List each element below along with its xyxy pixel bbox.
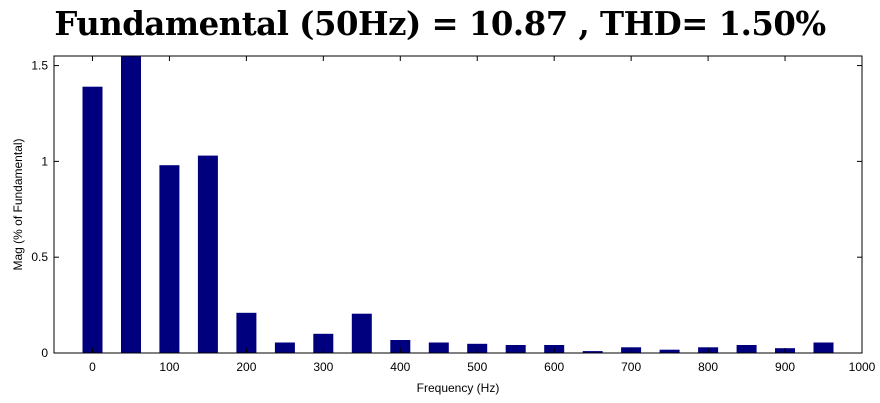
x-tick-label-400: 400 — [390, 360, 410, 374]
bar-350hz — [351, 313, 372, 353]
x-tick-label-100: 100 — [159, 360, 179, 374]
bar-450hz — [428, 342, 449, 353]
bar-100hz — [159, 165, 180, 353]
x-tick-label-900: 900 — [775, 360, 795, 374]
x-tick-label-500: 500 — [467, 360, 487, 374]
y-tick-label-1: 1 — [41, 154, 48, 168]
bar-0hz — [82, 86, 103, 353]
x-tick-label-700: 700 — [621, 360, 641, 374]
x-tick-label-0: 0 — [89, 360, 96, 374]
y-tick-label-0.5: 0.5 — [31, 250, 48, 264]
x-axis-label: Frequency (Hz) — [417, 381, 500, 395]
x-tick-label-600: 600 — [544, 360, 564, 374]
bar-200hz — [236, 312, 257, 353]
bar-150hz — [197, 155, 218, 353]
y-tick-label-0: 0 — [41, 346, 48, 360]
y-axis-label: Mag (% of Fundamental) — [11, 138, 25, 270]
bar-750hz — [659, 349, 680, 353]
bar-400hz — [390, 340, 411, 353]
bar-650hz — [582, 351, 603, 353]
bars-layer — [82, 56, 834, 353]
bar-250hz — [274, 342, 295, 353]
bar-550hz — [505, 345, 526, 353]
bar-50hz — [121, 56, 141, 353]
bar-850hz — [736, 345, 757, 353]
y-tick-label-1.5: 1.5 — [31, 59, 48, 73]
x-tick-label-300: 300 — [313, 360, 333, 374]
x-tick-label-800: 800 — [698, 360, 718, 374]
bar-300hz — [313, 333, 334, 353]
axes-box — [53, 55, 863, 354]
bar-950hz — [813, 342, 834, 353]
x-tick-label-200: 200 — [236, 360, 256, 374]
ticks-layer: 0 100 200 300 400 500 600 700 800 900 1000 0 0.5 1 1.5 — [31, 56, 876, 374]
chart-title: Fundamental (50Hz) = 10.87 , THD= 1.50% — [54, 4, 826, 43]
x-tick-label-1000: 1000 — [849, 360, 876, 374]
